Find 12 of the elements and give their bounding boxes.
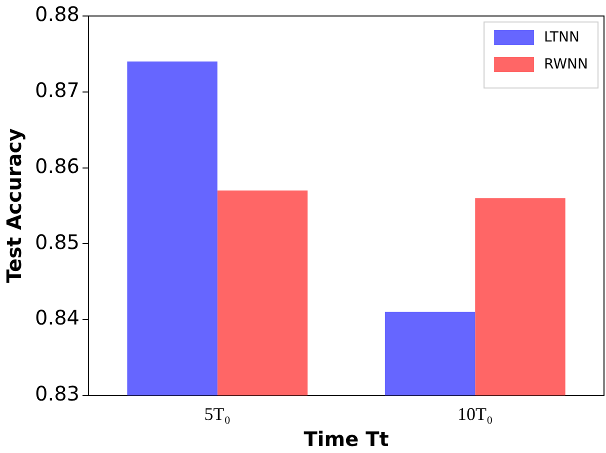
y-tick-label: 0.88 xyxy=(35,2,80,26)
y-tick-label: 0.86 xyxy=(35,154,80,178)
legend-label: LTNN xyxy=(544,30,580,46)
x-tick-label: 5T₀ xyxy=(204,404,231,424)
legend-label: RWNN xyxy=(544,56,588,73)
x-axis-title: Time Tt xyxy=(304,427,390,452)
y-tick-label: 0.83 xyxy=(35,382,80,406)
x-tick-label: 10T₀ xyxy=(457,404,493,424)
y-tick-label: 0.87 xyxy=(35,78,80,102)
y-tick-label: 0.84 xyxy=(35,306,80,330)
y-tick-label: 0.85 xyxy=(35,230,80,254)
y-axis-title: Test Accuracy xyxy=(2,128,26,284)
